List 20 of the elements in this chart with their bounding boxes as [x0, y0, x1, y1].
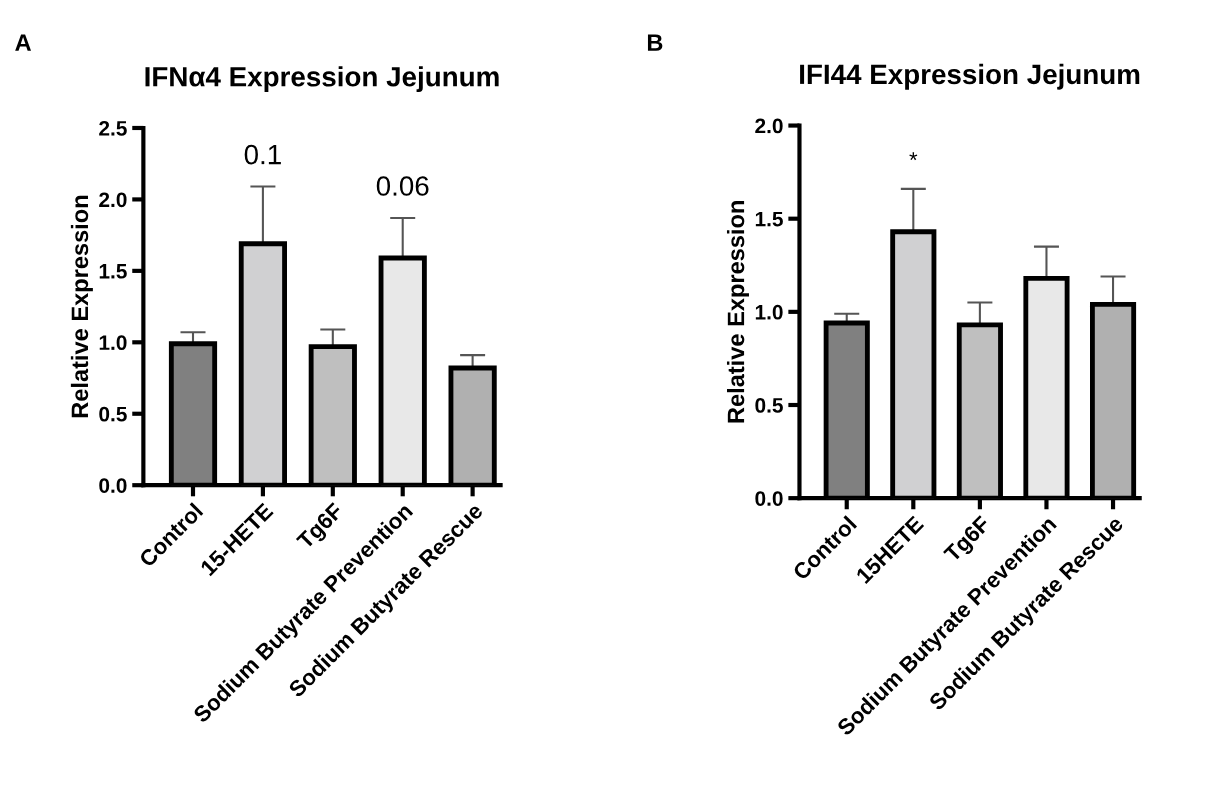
y-tick-label: 2.0 [99, 192, 127, 208]
y-tick-label: 1.5 [99, 264, 127, 279]
annotation: 0.1 [244, 144, 281, 165]
chart-title: IFNα4 Expression Jejunum [145, 66, 499, 93]
y-tick-label: 2.0 [755, 118, 783, 134]
annotation: * [909, 152, 918, 161]
y-tick-label: 1.5 [755, 211, 783, 227]
annotation: 0.06 [376, 176, 429, 196]
y-tick-label: 1.0 [99, 335, 127, 351]
y-tick-label: 0.0 [755, 491, 783, 506]
y-axis-title: Relative Expression [70, 195, 93, 418]
y-tick-label: 0.5 [99, 406, 127, 422]
chart-title: IFI44 Expression Jejunum [800, 63, 1140, 90]
y-tick-label: 0.0 [99, 478, 127, 493]
y-tick-label: 2.5 [99, 120, 127, 136]
y-tick-label: 1.0 [755, 304, 783, 320]
text: B [647, 34, 663, 51]
y-axis-title: Relative Expression [726, 201, 749, 423]
text: A [15, 34, 32, 51]
y-tick-label: 0.5 [755, 398, 783, 413]
